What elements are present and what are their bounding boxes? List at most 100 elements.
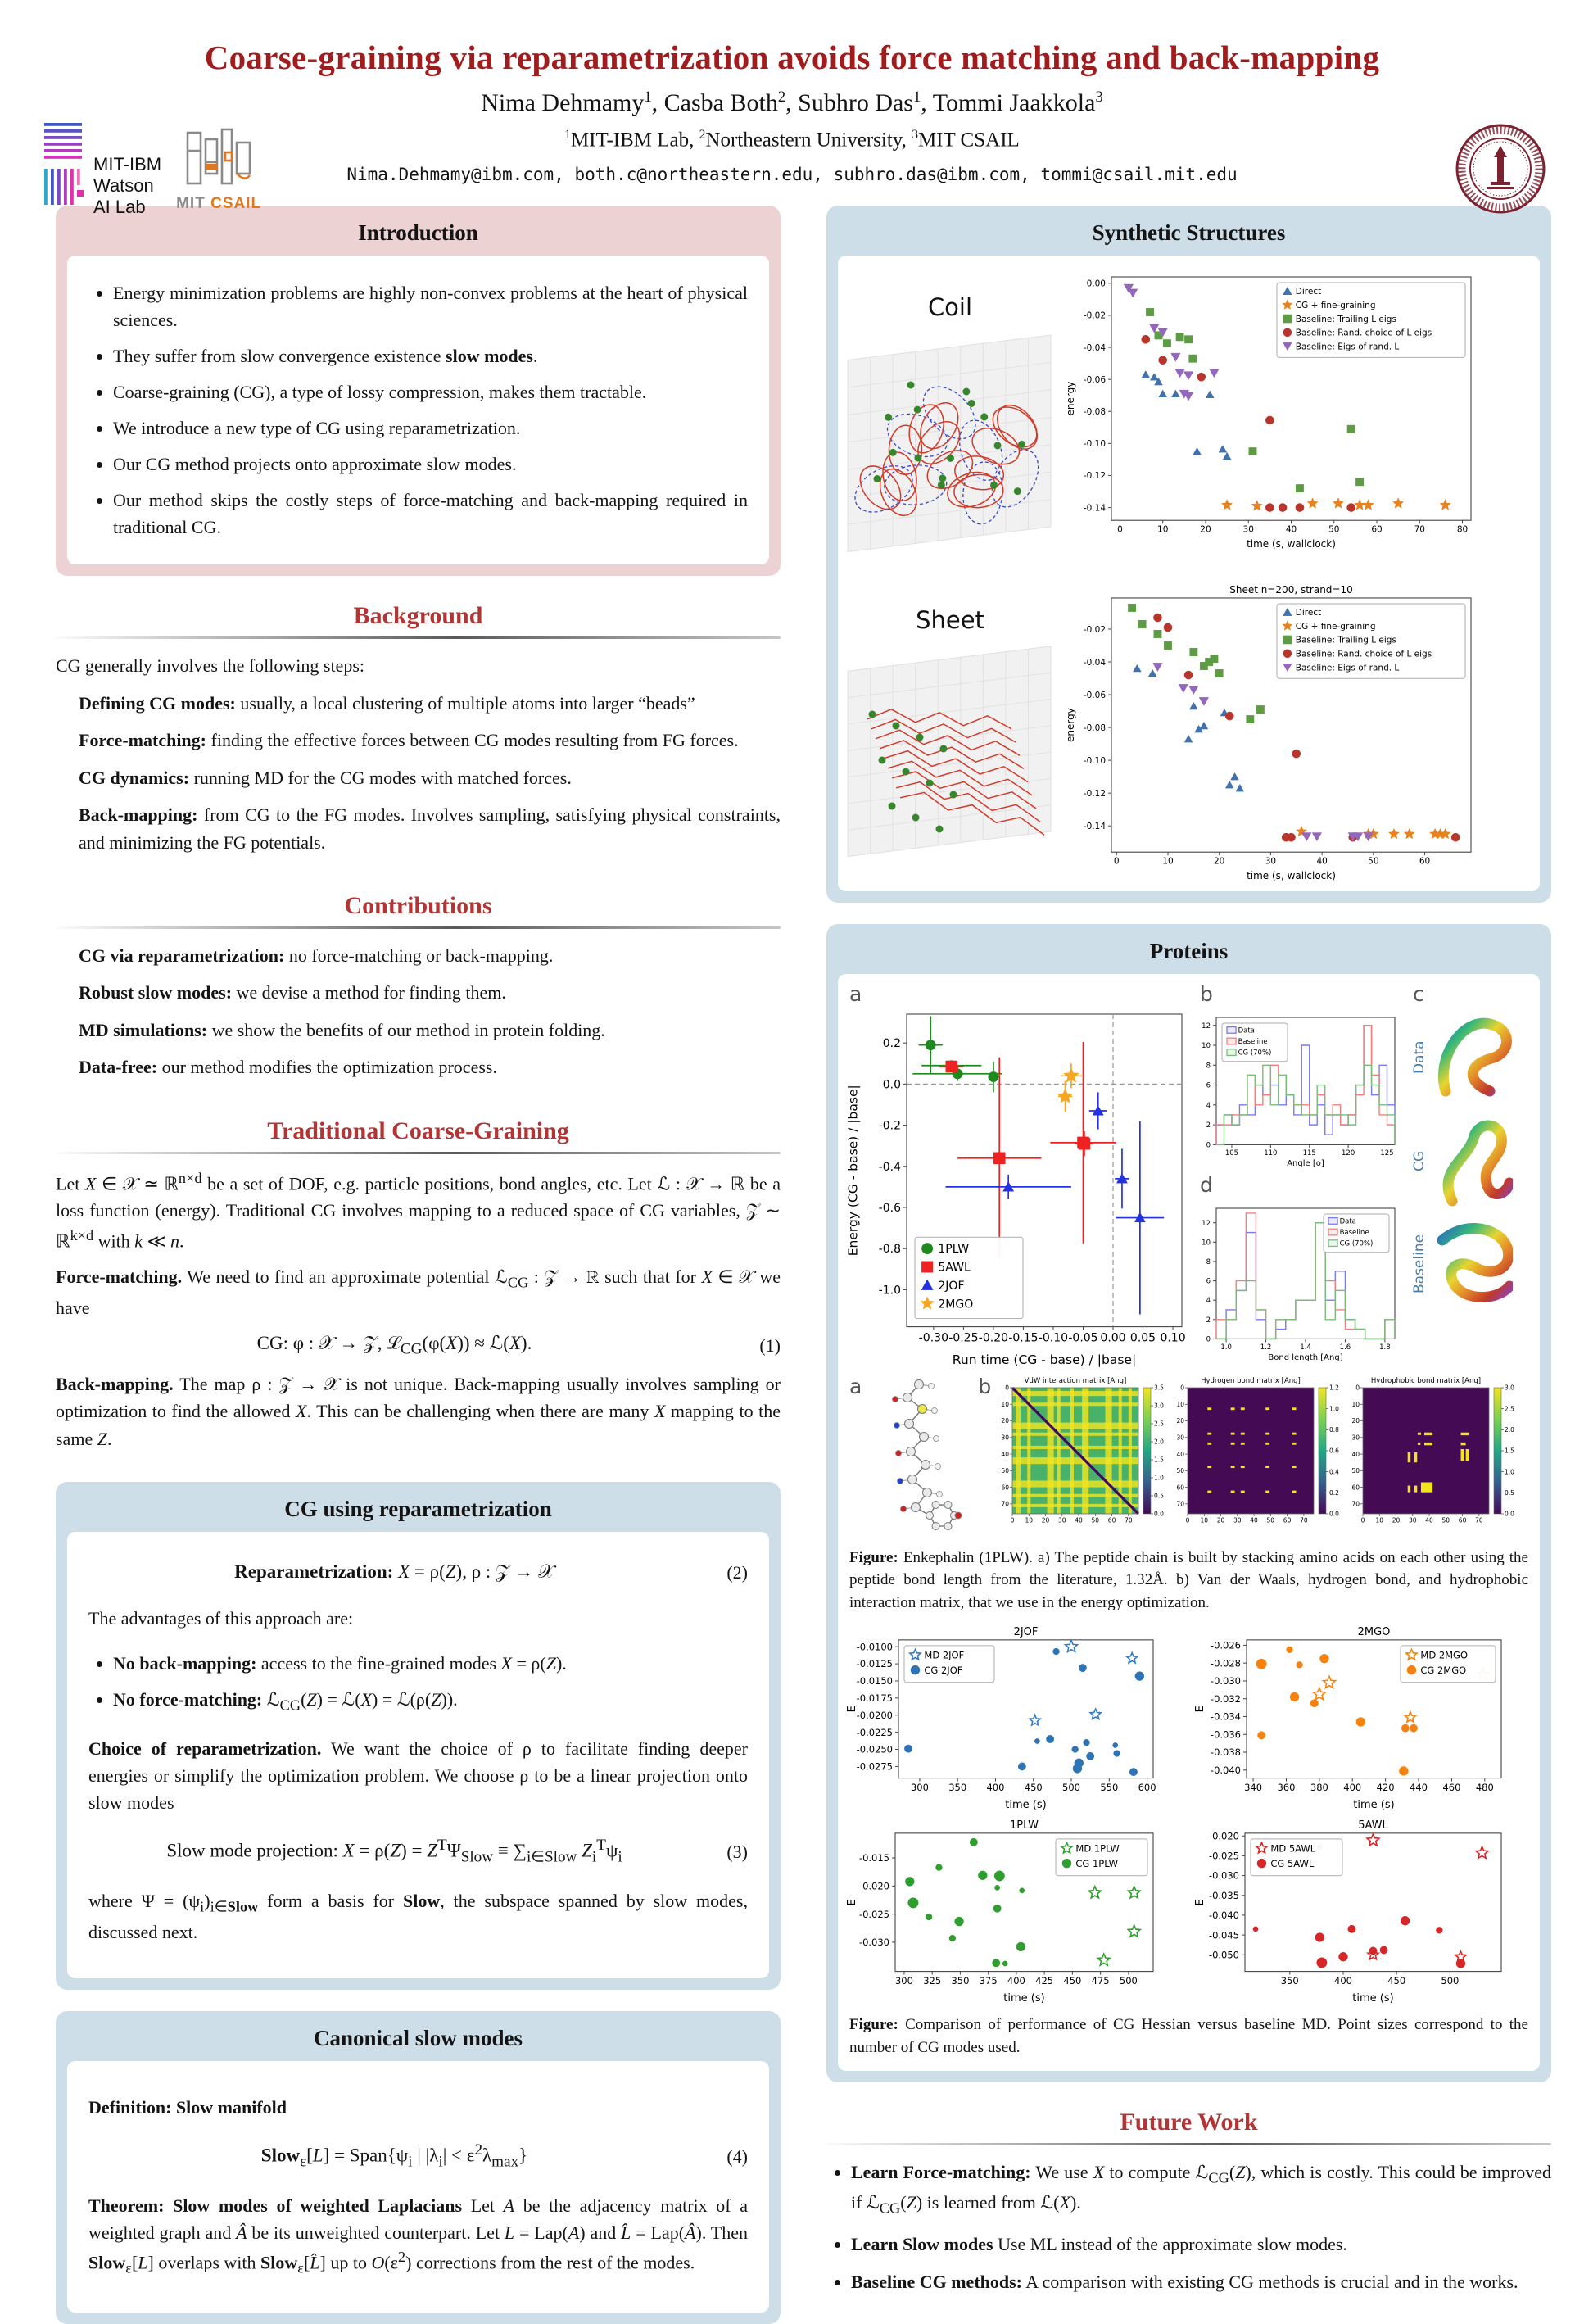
svg-text:-0.04: -0.04 <box>1084 658 1106 668</box>
svg-text:3.5: 3.5 <box>1154 1384 1164 1392</box>
svg-text:70: 70 <box>1414 525 1425 535</box>
svg-text:1.0: 1.0 <box>1505 1468 1514 1475</box>
svg-text:E: E <box>846 1900 858 1906</box>
svg-text:450: 450 <box>1063 1976 1081 1987</box>
coil-row: Coil 0 10 20 30 40 50 60 70 80 0.00 -0.02 -0.04 -0.0… <box>844 269 1533 577</box>
svg-text:440: 440 <box>1410 1783 1428 1794</box>
slow-modes-theorem: Theorem: Slow modes of weighted Laplacia… <box>88 2195 748 2276</box>
svg-text:1.0: 1.0 <box>1154 1475 1164 1482</box>
svg-text:0.2: 0.2 <box>883 1037 901 1050</box>
svg-text:340: 340 <box>1244 1783 1262 1794</box>
svg-text:2: 2 <box>1206 1316 1211 1325</box>
svg-text:E: E <box>1194 1706 1206 1713</box>
svg-text:MD 2MGO: MD 2MGO <box>1420 1650 1468 1661</box>
svg-text:40: 40 <box>1177 1451 1185 1458</box>
svg-text:-0.025: -0.025 <box>1208 1851 1238 1862</box>
svg-text:1PLW: 1PLW <box>1010 1819 1039 1832</box>
synthetic-structures-content: Coil 0 10 20 30 40 50 60 70 80 0.00 -0.02 -0.04 -0.0… <box>838 256 1540 891</box>
introduction-bullet: Energy minimization problems are highly … <box>113 279 748 333</box>
svg-text:Baseline: Trailing L eigs: Baseline: Trailing L eigs <box>1296 315 1396 324</box>
svg-text:Data: Data <box>1340 1217 1356 1225</box>
svg-text:-0.10: -0.10 <box>1084 439 1106 449</box>
protein-ribbon-cg <box>1431 1109 1513 1212</box>
background-step: Back-mapping: from CG to the FG modes. I… <box>79 804 781 853</box>
svg-text:60: 60 <box>1352 1484 1360 1491</box>
svg-text:Run time (CG - base) / |base|: Run time (CG - base) / |base| <box>953 1352 1136 1367</box>
svg-text:Baseline: Rand. choice of L ei: Baseline: Rand. choice of L eigs <box>1296 328 1432 338</box>
svg-text:105: 105 <box>1225 1149 1238 1157</box>
svg-text:Baseline: Eigs of rand. L: Baseline: Eigs of rand. L <box>1296 663 1400 673</box>
svg-text:-0.0100: -0.0100 <box>857 1642 893 1653</box>
svg-text:2: 2 <box>1206 1121 1211 1130</box>
svg-text:80: 80 <box>1457 525 1468 535</box>
svg-text:30: 30 <box>1177 1434 1185 1441</box>
contributions-items: CG via reparametrization: no force-match… <box>56 942 781 1081</box>
affiliations: 1MIT-IBM Lab, 2Northeastern University, … <box>564 128 1020 152</box>
svg-text:-0.0225: -0.0225 <box>857 1727 893 1738</box>
future-work-item: Learn Slow modes Use ML instead of the a… <box>851 2231 1551 2258</box>
svg-text:0.5: 0.5 <box>1505 1489 1514 1497</box>
slow-manifold-definition: Definition: Slow manifold <box>88 2096 287 2118</box>
svg-text:E: E <box>846 1706 858 1713</box>
traditional-cg-section: Traditional Coarse-Graining Let X ∈ 𝒳 ≃ … <box>56 1112 781 1461</box>
svg-text:50: 50 <box>1267 1516 1275 1524</box>
svg-text:475: 475 <box>1092 1976 1110 1987</box>
svg-text:600: 600 <box>1138 1783 1156 1794</box>
enkephalin-molecule <box>867 1375 970 1538</box>
svg-text:30: 30 <box>1233 1516 1242 1524</box>
svg-text:time (s): time (s) <box>1352 1992 1393 2005</box>
svg-text:0.10: 0.10 <box>1160 1331 1185 1344</box>
svg-text:8: 8 <box>1206 1258 1211 1266</box>
hydrophobic-bond-matrix: Hydrophobic bond matrix [Ang] 0 0 10 10 20 20 3… <box>1346 1375 1517 1538</box>
coil-energy-chart: 0 10 20 30 40 50 60 70 80 0.00 -0.02 -0.04 -0.06 -0.0… <box>1066 269 1479 551</box>
svg-text:550: 550 <box>1100 1783 1118 1794</box>
future-work-item: Learn Force-matching: We use X to comput… <box>851 2159 1551 2221</box>
reparam-p3: where Ψ = (ψi)i∈Slow form a basis for Sl… <box>88 1890 748 1942</box>
proteins-box: Proteins a -0.30 -0.25 -0.20 -0.15 -0.10 -0.0… <box>826 923 1551 2082</box>
svg-text:CG 2JOF: CG 2JOF <box>924 1665 962 1676</box>
svg-text:0.6: 0.6 <box>1329 1447 1339 1455</box>
svg-text:-0.045: -0.045 <box>1208 1930 1238 1941</box>
svg-text:-0.08: -0.08 <box>1084 723 1106 733</box>
svg-text:60: 60 <box>1283 1516 1292 1524</box>
background-step: Force-matching: finding the effective fo… <box>79 730 739 751</box>
traditional-p2: Force-matching. We need to find an appro… <box>56 1266 781 1318</box>
contribution-item: Data-free: our method modifies the optim… <box>79 1057 497 1078</box>
svg-text:CG (70%): CG (70%) <box>1238 1049 1272 1058</box>
ribbon-label-data: Data <box>1411 1040 1428 1075</box>
equation-1: CG: φ : 𝒳 → 𝒵, ℒCG(φ(X)) ≈ ℒ(X). (1) <box>256 1333 781 1358</box>
panel-b-d: b 105 110 115 120 125 0 2 4 6 8 10 12 Angle [o] Data B… <box>1197 982 1403 1364</box>
svg-text:0: 0 <box>1361 1516 1365 1524</box>
svg-text:1.8: 1.8 <box>1379 1343 1391 1352</box>
header-center: Nima Dehmamy1, Casba Both2, Subhro Das1,… <box>0 88 1584 184</box>
svg-text:10: 10 <box>1002 1401 1010 1408</box>
svg-text:50: 50 <box>1442 1516 1450 1524</box>
svg-text:450: 450 <box>1025 1783 1043 1794</box>
synthetic-structures-box: Synthetic Structures Coil 0 10 20 30 40 50 60 7… <box>826 206 1551 903</box>
svg-text:20: 20 <box>1042 1516 1050 1524</box>
svg-text:3.0: 3.0 <box>1505 1384 1514 1392</box>
svg-text:8: 8 <box>1206 1062 1211 1070</box>
contribution-item: MD simulations: we show the benefits of … <box>79 1019 605 1040</box>
md-2mgo-chart: 2MGO 340 360 380 400 420 440 460 480 -0.026 -0.028… <box>1194 1622 1532 1812</box>
svg-text:60: 60 <box>1108 1516 1116 1524</box>
protein-ribbon-data <box>1431 1006 1513 1109</box>
reparam-bullet: No force-matching: ℒCG(Z) = ℒ(X) = ℒ(ρ(Z… <box>113 1686 748 1717</box>
svg-text:1.0: 1.0 <box>1329 1405 1339 1412</box>
svg-text:480: 480 <box>1475 1783 1493 1794</box>
background-steps: Defining CG modes: usually, a local clus… <box>56 690 781 856</box>
svg-text:time (s, wallclock): time (s, wallclock) <box>1247 870 1336 881</box>
svg-text:20: 20 <box>1352 1417 1360 1425</box>
svg-text:Data: Data <box>1238 1026 1255 1035</box>
svg-text:-0.040: -0.040 <box>1208 1910 1238 1922</box>
svg-text:CG (70%): CG (70%) <box>1340 1240 1374 1248</box>
svg-text:energy: energy <box>1066 708 1076 742</box>
svg-text:70: 70 <box>1125 1516 1133 1524</box>
svg-text:Angle [o]: Angle [o] <box>1287 1159 1324 1168</box>
svg-text:CG + fine-graining: CG + fine-graining <box>1296 622 1376 632</box>
svg-text:40: 40 <box>1352 1451 1360 1458</box>
svg-text:-0.25: -0.25 <box>948 1331 978 1344</box>
svg-text:460: 460 <box>1442 1783 1460 1794</box>
background-lead: CG generally involves the following step… <box>56 655 364 677</box>
figure-caption-1: Figure: Enkephalin (1PLW). a) The peptid… <box>849 1548 1528 1611</box>
